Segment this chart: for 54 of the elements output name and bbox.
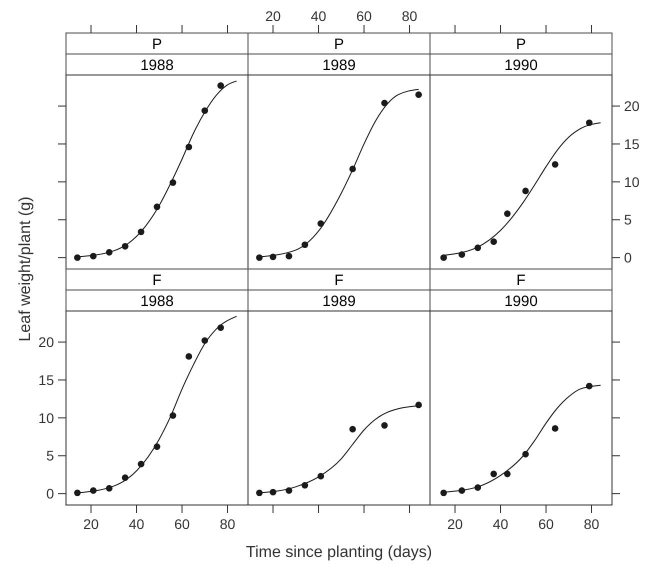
chart-subtitle: 1989 xyxy=(322,293,356,310)
point xyxy=(415,91,422,98)
chart-title: F xyxy=(516,272,526,289)
y-tick-label: 10 xyxy=(38,410,54,426)
chart-subtitle: 1990 xyxy=(504,57,538,74)
x-tick-label: 40 xyxy=(128,516,145,532)
chart-title: F xyxy=(334,272,344,289)
point xyxy=(522,188,529,194)
y-tick-label: 20 xyxy=(38,334,54,350)
point xyxy=(381,422,388,429)
point xyxy=(74,490,81,496)
point xyxy=(349,426,356,433)
point xyxy=(552,425,558,432)
point xyxy=(286,252,292,260)
x-tick-label: 20 xyxy=(447,516,464,532)
point xyxy=(490,238,497,246)
point xyxy=(552,161,558,168)
point xyxy=(74,254,81,261)
point xyxy=(256,490,263,496)
point xyxy=(490,470,497,478)
y-tick-label: 10 xyxy=(624,174,640,190)
point xyxy=(440,490,447,496)
y-tick-label: 0 xyxy=(46,486,54,502)
chart-subtitle: 1989 xyxy=(322,57,356,74)
x-tick-label: 60 xyxy=(538,516,554,532)
chart-subtitle: 1988 xyxy=(140,57,174,74)
x-tick-label: 20 xyxy=(83,516,100,532)
chart-title: F xyxy=(152,272,162,289)
chart-title: P xyxy=(334,36,344,53)
x-tick-label: 60 xyxy=(356,8,372,24)
chart-subtitle: 1990 xyxy=(504,293,538,310)
x-tick-label: 60 xyxy=(174,516,190,532)
point xyxy=(440,254,447,261)
chart-title: P xyxy=(516,36,526,53)
x-tick-label: 80 xyxy=(402,8,418,24)
point xyxy=(256,254,263,261)
y-tick-label: 5 xyxy=(624,212,632,228)
y-tick-label: 15 xyxy=(38,372,54,388)
point xyxy=(217,82,224,89)
point xyxy=(504,210,511,217)
x-tick-label: 80 xyxy=(220,516,236,532)
chart-subtitle: 1988 xyxy=(140,293,174,310)
x-tick-label: 80 xyxy=(584,516,600,532)
point xyxy=(186,353,192,360)
y-tick-label: 15 xyxy=(624,136,640,152)
x-tick-label: 40 xyxy=(310,8,327,24)
y-tick-label: 5 xyxy=(46,448,54,464)
x-tick-label: 20 xyxy=(265,8,282,24)
x-tick-label: 40 xyxy=(492,516,509,532)
y-tick-label: 0 xyxy=(624,250,632,266)
y-axis-title: Leaf weight/plant (g) xyxy=(17,196,34,342)
chart-title: P xyxy=(152,36,162,53)
y-tick-label: 20 xyxy=(624,98,640,114)
x-axis-title: Time since planting (days) xyxy=(246,544,432,561)
